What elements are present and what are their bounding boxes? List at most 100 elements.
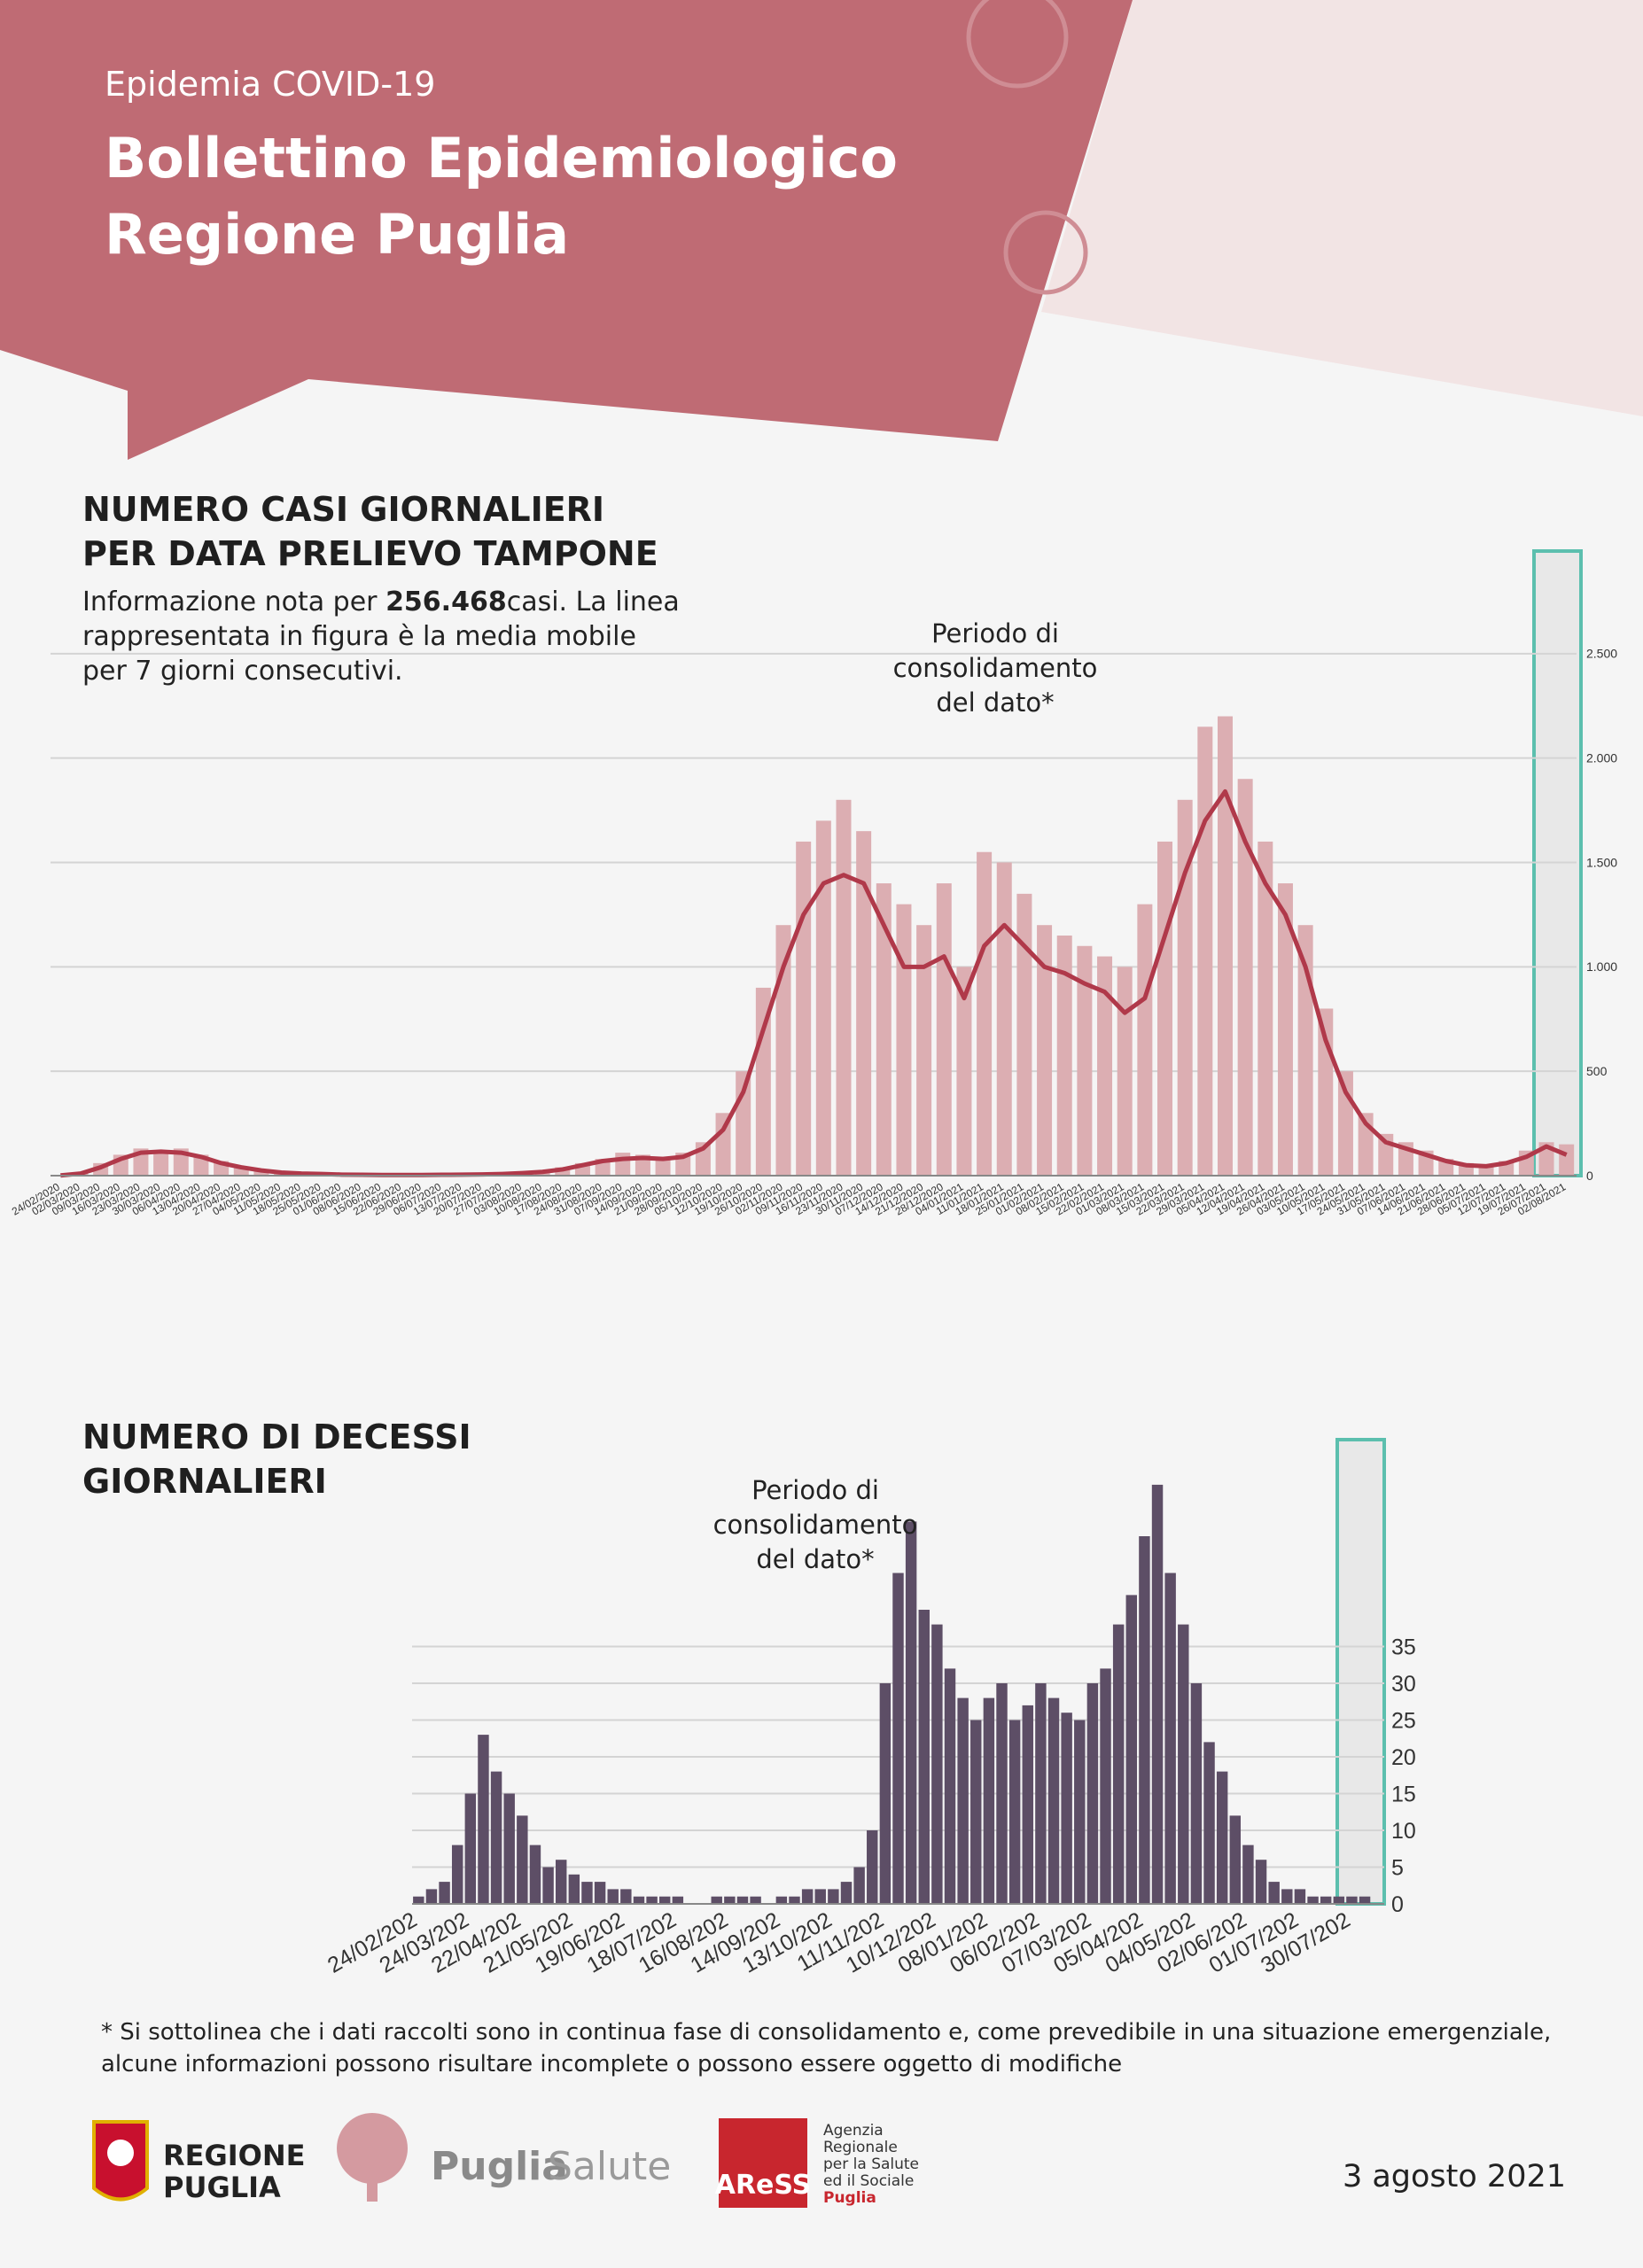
bar (840, 1882, 853, 1904)
bar (1268, 1882, 1280, 1904)
bar (983, 1697, 995, 1904)
logo-text: Agenzia (823, 2122, 884, 2140)
bar (867, 1830, 878, 1904)
bar (1077, 945, 1093, 1176)
bar (1255, 1860, 1267, 1904)
bar (1177, 799, 1193, 1176)
bar (672, 1896, 684, 1904)
y-tick-label: 5 (1391, 1855, 1404, 1880)
y-tick-label: 35 (1391, 1635, 1416, 1659)
bar (633, 1896, 645, 1904)
logo-text: REGIONE (163, 2139, 306, 2172)
bar (879, 1683, 892, 1904)
y-tick-label: 25 (1391, 1708, 1416, 1733)
bar (1112, 1624, 1125, 1904)
bar (615, 1153, 631, 1176)
bar (1190, 1683, 1203, 1904)
bar (253, 1170, 269, 1176)
regione-logo (92, 2120, 149, 2202)
bar (503, 1793, 515, 1904)
annotation: Periodo di (751, 1475, 879, 1505)
bar (715, 1113, 731, 1176)
bar (896, 904, 912, 1176)
bar (620, 1889, 632, 1904)
bar (1074, 1720, 1086, 1904)
y-tick-label: 2.000 (1586, 751, 1617, 765)
y-tick-label: 30 (1391, 1672, 1416, 1697)
bar (542, 1867, 554, 1904)
bar (916, 925, 932, 1176)
bar (892, 1573, 904, 1904)
bar (490, 1771, 502, 1904)
bar (464, 1793, 477, 1904)
bar (1359, 1896, 1371, 1904)
bar (1097, 956, 1113, 1176)
bar (425, 1889, 438, 1904)
bar (1151, 1484, 1164, 1904)
header-bg (1041, 0, 1643, 416)
bar (1216, 1771, 1228, 1904)
bar (1037, 925, 1053, 1176)
bar (956, 967, 972, 1176)
date: 3 agosto 2021 (1343, 2159, 1566, 2194)
bar (936, 883, 952, 1176)
y-tick-label: 1.000 (1586, 959, 1617, 974)
bar (996, 1683, 1008, 1904)
logo-text: per la Salute (823, 2155, 919, 2173)
bar (853, 1867, 865, 1904)
bar (1242, 1845, 1254, 1904)
bar (856, 831, 872, 1176)
bar (1277, 883, 1293, 1176)
header-banner (0, 0, 1133, 460)
bar (1061, 1713, 1072, 1904)
bar (1478, 1165, 1494, 1176)
bar (1258, 841, 1273, 1176)
annotation: Periodo di (931, 618, 1059, 649)
chart-title: GIORNALIERI (82, 1462, 327, 1501)
bar (233, 1167, 249, 1176)
bar (789, 1896, 800, 1904)
description: Informazione nota per 256.468casi. La li… (82, 585, 685, 688)
bar (439, 1882, 450, 1904)
logo-text: AReSS (715, 2170, 812, 2201)
y-tick-label: 500 (1586, 1064, 1608, 1078)
bar (1086, 1683, 1099, 1904)
description-text: Informazione nota per (82, 586, 386, 617)
bar (1125, 1595, 1137, 1904)
footnote: * Si sottolinea che i dati raccolti sono… (101, 2019, 1551, 2046)
bar (581, 1882, 593, 1904)
bar (736, 1896, 749, 1904)
bar (1047, 1697, 1060, 1904)
bar (517, 1815, 528, 1904)
logo-text: ed il Sociale (823, 2172, 914, 2190)
bar (1229, 1815, 1242, 1904)
bar (646, 1896, 658, 1904)
bar (1117, 967, 1133, 1176)
line (60, 788, 1568, 1178)
bar (655, 1156, 671, 1176)
y-tick-label: 15 (1391, 1782, 1416, 1806)
chart-title: NUMERO CASI GIORNALIERI (82, 490, 604, 529)
bar (814, 1889, 826, 1904)
pugliasalute-logo (337, 2113, 408, 2202)
chart-title: PER DATA PRELIEVO TAMPONE (82, 534, 658, 573)
bar (1217, 716, 1233, 1176)
bar (1178, 1624, 1189, 1904)
bar (1333, 1896, 1345, 1904)
bar (1294, 1889, 1306, 1904)
bar (836, 799, 852, 1176)
bar (828, 1889, 839, 1904)
title: Bollettino Epidemiologico (105, 126, 898, 190)
bar (1559, 1144, 1575, 1176)
footnote: alcune informazioni possono risultare in… (101, 2051, 1122, 2078)
bar (1022, 1705, 1033, 1904)
bar (801, 1889, 814, 1904)
bar (413, 1896, 424, 1904)
bar (1307, 1896, 1319, 1904)
bar (876, 883, 892, 1176)
y-tick-label: 0 (1391, 1892, 1404, 1917)
aress-logo (719, 2118, 807, 2208)
bar (153, 1150, 169, 1176)
bar (1346, 1896, 1358, 1904)
